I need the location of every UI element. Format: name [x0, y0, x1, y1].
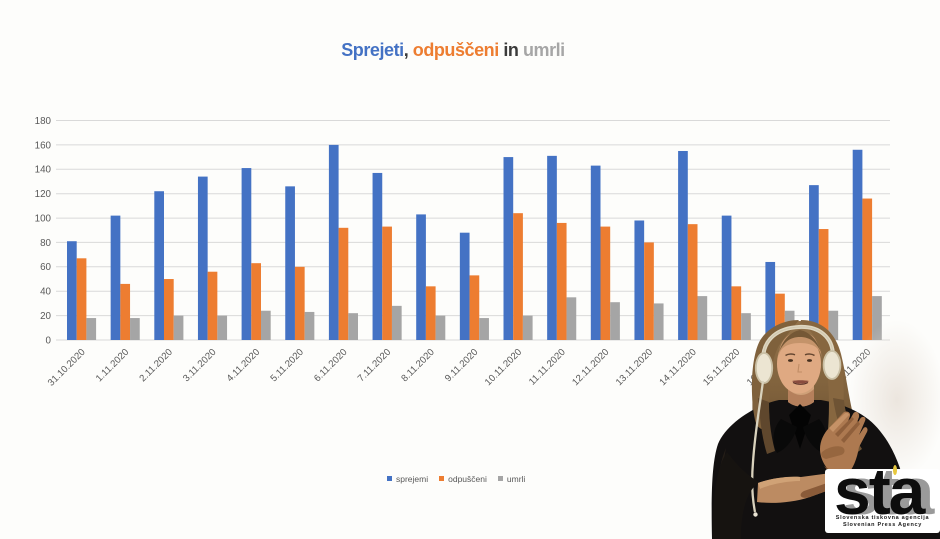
svg-text:140: 140	[35, 165, 52, 176]
svg-text:4.11.2020: 4.11.2020	[225, 347, 262, 384]
svg-text:13.11.2020: 13.11.2020	[614, 347, 655, 388]
svg-text:8.11.2020: 8.11.2020	[399, 347, 436, 384]
svg-text:12.11.2020: 12.11.2020	[570, 347, 611, 388]
svg-text:120: 120	[35, 189, 52, 200]
svg-text:20: 20	[40, 311, 51, 322]
svg-text:11.11.2020: 11.11.2020	[527, 347, 568, 388]
svg-text:6.11.2020: 6.11.2020	[312, 347, 349, 384]
svg-text:100: 100	[35, 214, 52, 225]
svg-text:160: 160	[35, 140, 52, 151]
svg-text:40: 40	[40, 287, 51, 298]
svg-text:60: 60	[40, 262, 51, 273]
svg-text:2.11.2020: 2.11.2020	[137, 347, 174, 384]
svg-text:1.11.2020: 1.11.2020	[94, 347, 131, 384]
svg-text:7.11.2020: 7.11.2020	[356, 347, 393, 384]
svg-text:3.11.2020: 3.11.2020	[181, 347, 218, 384]
svg-text:9.11.2020: 9.11.2020	[443, 347, 480, 384]
svg-text:0: 0	[46, 335, 52, 346]
svg-text:5.11.2020: 5.11.2020	[268, 347, 305, 384]
svg-text:10.11.2020: 10.11.2020	[483, 347, 524, 388]
svg-text:31.10.2020: 31.10.2020	[46, 347, 88, 389]
svg-text:80: 80	[40, 238, 51, 249]
svg-text:180: 180	[35, 116, 52, 127]
